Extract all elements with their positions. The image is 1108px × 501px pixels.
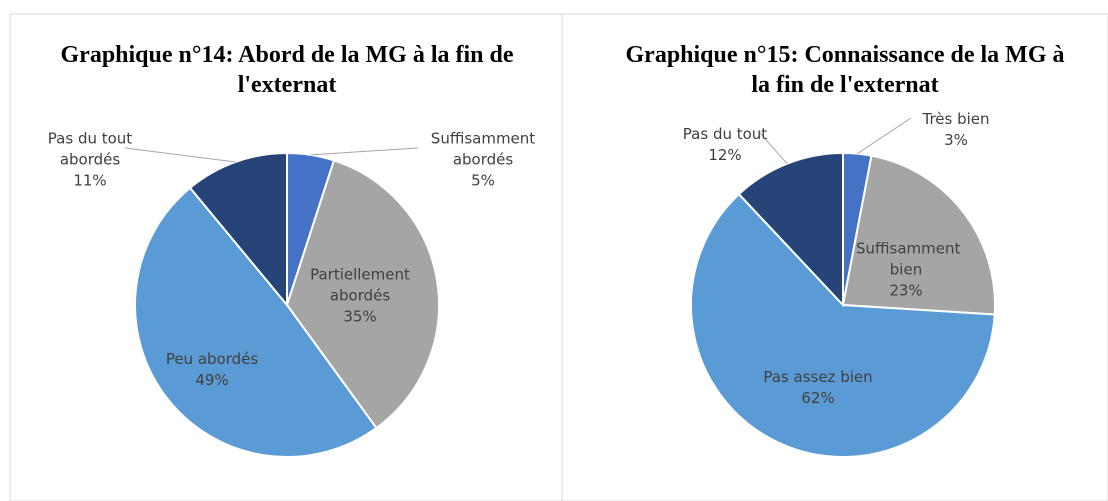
label-value: 11% — [73, 171, 107, 190]
data-label: Suffisamment bien 23% — [856, 239, 961, 302]
data-label: Partiellement abordés 35% — [295, 265, 425, 328]
chart-title: Graphique n°15: Connaissance de la MG à … — [625, 42, 1065, 98]
label-name: Suffisamment bien — [856, 239, 961, 279]
label-value: 62% — [801, 389, 835, 407]
label-name: Très bien — [922, 110, 990, 128]
label-name: Pas du tout abordés — [47, 129, 133, 169]
label-name: Pas du tout — [682, 125, 768, 143]
data-label: Très bien 3% — [901, 109, 1011, 151]
label-value: 23% — [889, 281, 923, 300]
chart-title: Graphique n°14: Abord de la MG à la fin … — [60, 42, 514, 98]
label-name: Peu abordés — [165, 350, 259, 368]
leader-line — [857, 117, 912, 155]
data-label: Pas du tout abordés 11% — [35, 129, 145, 192]
pie-slice — [188, 151, 288, 308]
label-value: 3% — [944, 131, 968, 149]
pie-slice — [841, 154, 996, 316]
pie-slice — [690, 192, 996, 458]
label-value: 5% — [471, 171, 495, 190]
label-value: 35% — [343, 307, 377, 326]
leader-line — [124, 147, 236, 163]
label-value: 49% — [195, 371, 229, 389]
pie-slice — [737, 151, 844, 308]
data-label: Pas assez bien 62% — [763, 367, 873, 409]
pie-slice — [134, 186, 378, 458]
data-label: Pas du tout 12% — [670, 124, 780, 166]
label-name: Partiellement abordés — [310, 265, 410, 305]
data-label: Peu abordés 49% — [157, 349, 267, 391]
label-value: 12% — [708, 146, 742, 164]
leader-line — [310, 147, 419, 156]
panel — [561, 13, 1108, 501]
data-label: Suffisamment abordés 5% — [408, 129, 558, 192]
label-name: Pas assez bien — [763, 368, 873, 386]
leader-line — [759, 132, 788, 165]
pie-slice — [285, 159, 440, 430]
label-name: Suffisamment abordés — [430, 129, 536, 169]
